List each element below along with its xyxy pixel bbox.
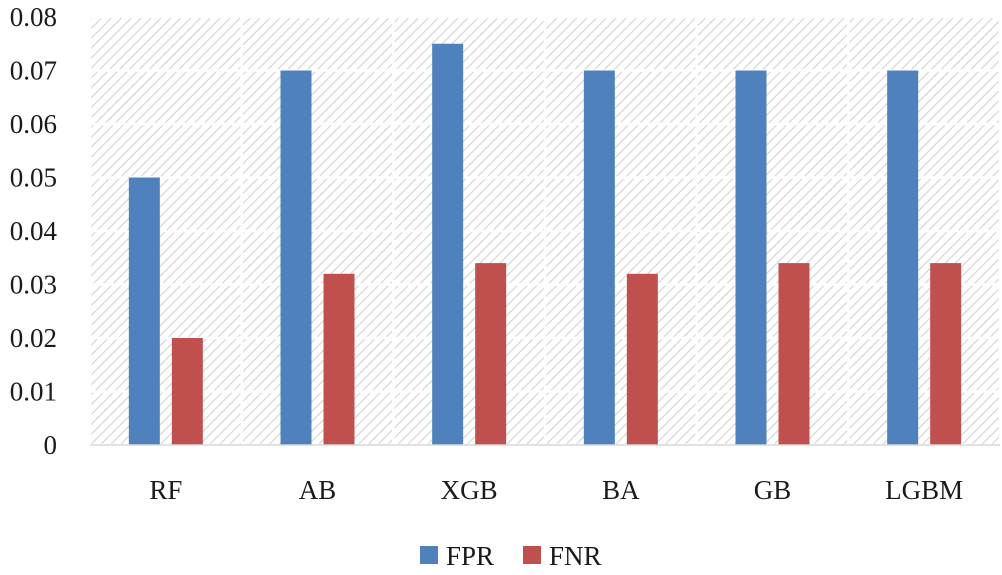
bars bbox=[128, 43, 962, 445]
bar-fpr-lgbm bbox=[887, 70, 919, 445]
gridlines bbox=[88, 15, 1002, 447]
y-tick-label: 0.06 bbox=[10, 109, 57, 139]
bar-fnr-lgbm bbox=[930, 263, 962, 445]
x-tick-label: GB bbox=[754, 475, 792, 505]
legend-label-fpr: FPR bbox=[446, 541, 494, 571]
legend-swatch-fpr bbox=[420, 546, 438, 564]
x-tick-label: BA bbox=[602, 475, 640, 505]
bar-fnr-ba bbox=[626, 273, 658, 445]
bar-fpr-ba bbox=[583, 70, 615, 445]
y-tick-label: 0 bbox=[44, 430, 58, 460]
bar-fpr-xgb bbox=[432, 43, 464, 445]
bar-fnr-ab bbox=[323, 273, 355, 445]
y-tick-labels: 0 0.01 0.02 0.03 0.04 0.05 0.06 0.07 0.08 bbox=[10, 2, 58, 460]
y-tick-label: 0.08 bbox=[10, 2, 57, 32]
x-tick-labels: RF AB XGB BA GB LGBM bbox=[149, 475, 963, 505]
bar-fnr-rf bbox=[171, 338, 203, 445]
legend-swatch-fnr bbox=[523, 546, 541, 564]
y-tick-label: 0.02 bbox=[10, 323, 57, 353]
bar-fpr-gb bbox=[735, 70, 767, 445]
x-tick-label: RF bbox=[149, 475, 182, 505]
y-tick-label: 0.04 bbox=[10, 216, 58, 246]
bar-fpr-rf bbox=[128, 177, 160, 445]
x-tick-label: AB bbox=[299, 475, 337, 505]
bar-fnr-xgb bbox=[475, 263, 507, 445]
legend-label-fnr: FNR bbox=[549, 541, 602, 571]
bar-fnr-gb bbox=[778, 263, 810, 445]
y-tick-label: 0.05 bbox=[10, 163, 57, 193]
y-tick-label: 0.03 bbox=[10, 270, 57, 300]
legend: FPR FNR bbox=[420, 541, 602, 571]
x-tick-label: LGBM bbox=[885, 475, 963, 505]
y-tick-label: 0.01 bbox=[10, 377, 57, 407]
x-tick-label: XGB bbox=[441, 475, 498, 505]
bar-fpr-ab bbox=[280, 70, 312, 445]
y-tick-label: 0.07 bbox=[10, 56, 57, 86]
